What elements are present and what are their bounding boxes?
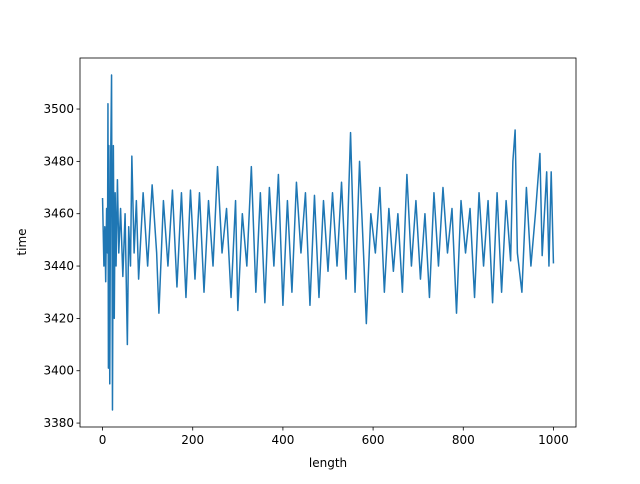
y-tick-label: 3420	[43, 311, 74, 325]
y-tick-label: 3440	[43, 259, 74, 273]
y-tick-label: 3500	[43, 102, 74, 116]
plot-frame	[79, 57, 577, 428]
x-tick-label: 600	[362, 433, 385, 447]
x-tick-label: 1000	[538, 433, 569, 447]
x-tick-label: 200	[181, 433, 204, 447]
data-line	[101, 74, 555, 411]
y-axis-label: time	[15, 228, 29, 255]
y-tick-label: 3460	[43, 207, 74, 221]
y-tick-label: 3480	[43, 154, 74, 168]
y-tick-label: 3380	[43, 416, 74, 430]
y-tick-label: 3400	[43, 364, 74, 378]
x-axis-label: length	[309, 456, 347, 470]
x-tick-label: 400	[271, 433, 294, 447]
x-tick-label: 0	[99, 433, 107, 447]
x-tick-label: 800	[452, 433, 475, 447]
